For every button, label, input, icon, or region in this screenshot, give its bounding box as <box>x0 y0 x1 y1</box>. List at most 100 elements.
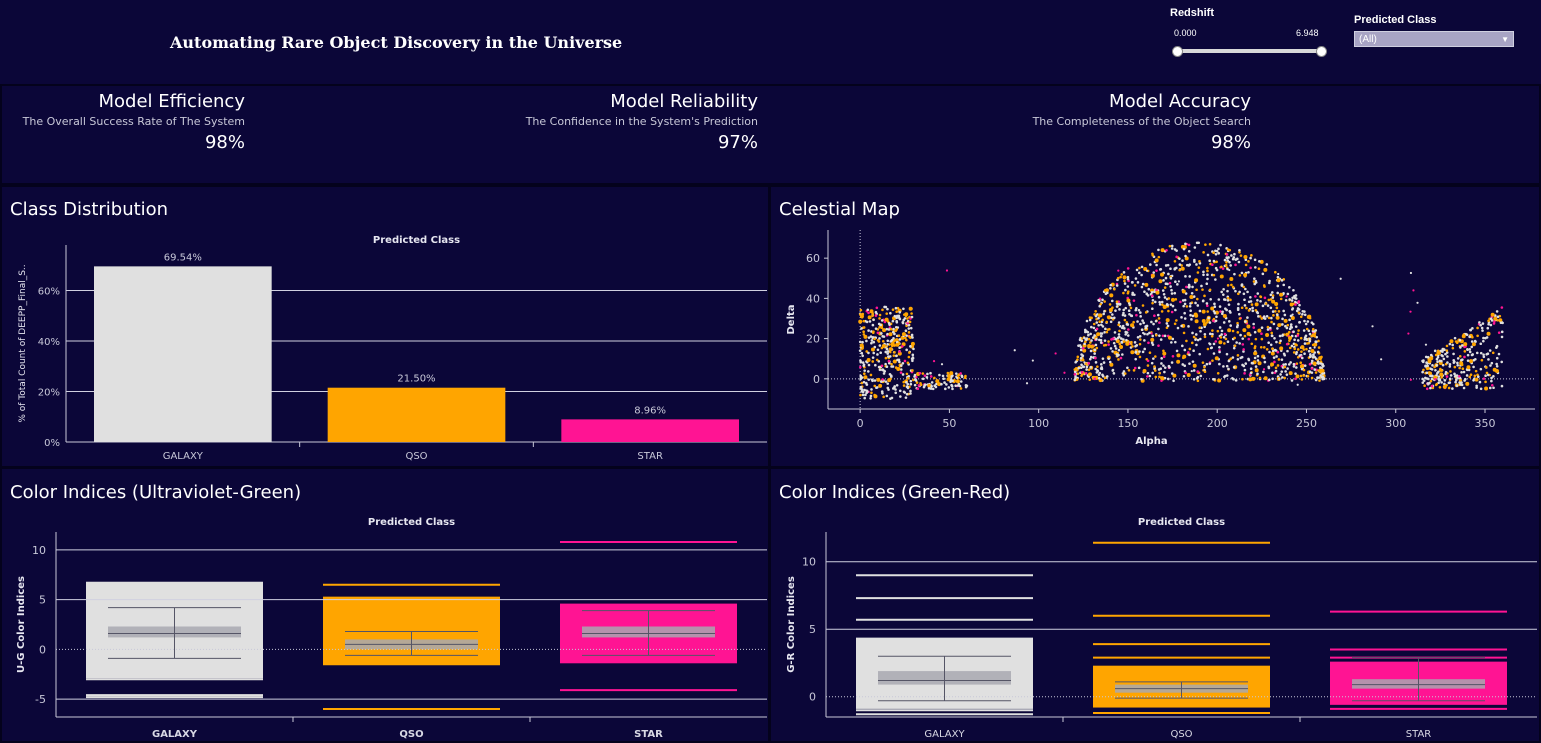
data-point <box>1493 316 1498 321</box>
data-point <box>1174 280 1177 284</box>
data-point <box>1201 319 1206 324</box>
data-point <box>1115 302 1119 305</box>
data-point <box>927 383 932 388</box>
data-point <box>911 353 915 357</box>
data-point <box>1226 299 1230 302</box>
data-point <box>909 382 913 386</box>
data-point <box>1079 366 1083 370</box>
data-point <box>1289 302 1294 307</box>
y-tick-label: 10 <box>802 556 816 569</box>
data-point <box>890 342 895 347</box>
data-point <box>1150 273 1155 278</box>
data-point <box>1104 327 1107 331</box>
data-point <box>1300 356 1304 360</box>
data-point <box>1178 268 1181 272</box>
redshift-min-handle[interactable] <box>1172 46 1183 57</box>
data-point <box>1212 342 1216 346</box>
x-tick-label: 50 <box>942 417 956 430</box>
data-point <box>1453 365 1457 369</box>
data-point <box>1279 346 1284 351</box>
data-point <box>1269 298 1273 301</box>
data-point <box>1236 331 1240 334</box>
data-point <box>1243 304 1247 307</box>
data-point <box>1292 330 1295 333</box>
predicted-class-dropdown[interactable]: (All) ▼ <box>1354 31 1514 47</box>
data-point <box>1075 378 1079 381</box>
x-tick-label: 200 <box>1207 417 1228 430</box>
data-point <box>1264 302 1268 305</box>
data-point <box>910 357 914 361</box>
data-point <box>1231 329 1235 333</box>
data-point <box>1443 348 1446 352</box>
data-point <box>1142 321 1145 325</box>
x-tick-label: 150 <box>1117 417 1138 430</box>
data-point <box>870 347 875 352</box>
data-point <box>1229 277 1234 282</box>
data-point <box>1154 319 1158 323</box>
data-point <box>1088 357 1092 361</box>
data-point <box>1445 344 1449 348</box>
data-point <box>1077 366 1081 370</box>
data-point <box>1201 309 1206 314</box>
data-point <box>893 314 897 318</box>
y-axis-label: % of Total Count of DEEPP_Final_S.. <box>18 264 28 422</box>
data-point <box>1445 383 1448 387</box>
data-point <box>1207 316 1210 320</box>
data-point <box>1111 369 1115 372</box>
y-tick-label: 0 <box>813 373 820 386</box>
data-point <box>926 372 929 376</box>
data-point <box>872 318 875 322</box>
data-point <box>929 387 933 390</box>
data-point <box>1281 333 1284 336</box>
data-point <box>1121 313 1125 317</box>
data-point <box>1162 355 1166 359</box>
data-point <box>863 375 868 380</box>
data-point <box>1272 314 1275 317</box>
data-point <box>1167 297 1171 300</box>
redshift-slider-track[interactable] <box>1176 49 1322 53</box>
data-point <box>865 339 868 343</box>
data-point <box>1208 332 1212 336</box>
data-point <box>1141 304 1145 307</box>
data-point <box>1173 322 1177 326</box>
data-point <box>959 372 962 375</box>
data-point <box>935 382 938 386</box>
data-point <box>902 307 905 311</box>
data-point <box>1108 360 1112 364</box>
data-point <box>1317 339 1320 343</box>
data-point <box>886 352 889 355</box>
data-point <box>1299 374 1303 378</box>
data-point <box>1157 368 1161 371</box>
kpi-panel <box>0 84 1541 185</box>
data-point <box>901 344 904 348</box>
data-point <box>1211 329 1214 332</box>
data-point <box>1274 270 1277 274</box>
data-point <box>1188 304 1192 308</box>
data-point <box>1270 351 1275 356</box>
data-point <box>1284 324 1287 328</box>
data-point <box>896 358 899 362</box>
data-point <box>959 380 963 383</box>
data-point <box>1099 367 1103 370</box>
data-point <box>859 308 863 312</box>
data-point <box>1080 353 1083 356</box>
data-point <box>960 374 964 378</box>
data-point <box>947 374 952 379</box>
data-point <box>893 332 896 336</box>
redshift-max-handle[interactable] <box>1316 46 1327 57</box>
data-point <box>1451 346 1455 350</box>
data-point <box>882 369 885 372</box>
data-point <box>1162 351 1167 356</box>
data-point <box>916 387 920 391</box>
data-point <box>1291 296 1294 300</box>
data-point <box>1112 337 1115 340</box>
data-point <box>868 320 872 323</box>
data-point <box>1243 298 1246 302</box>
data-point <box>867 315 872 320</box>
data-point <box>861 361 865 364</box>
data-point <box>1494 369 1499 374</box>
data-point <box>1499 321 1503 325</box>
data-point <box>862 319 866 323</box>
data-point <box>1281 376 1284 379</box>
